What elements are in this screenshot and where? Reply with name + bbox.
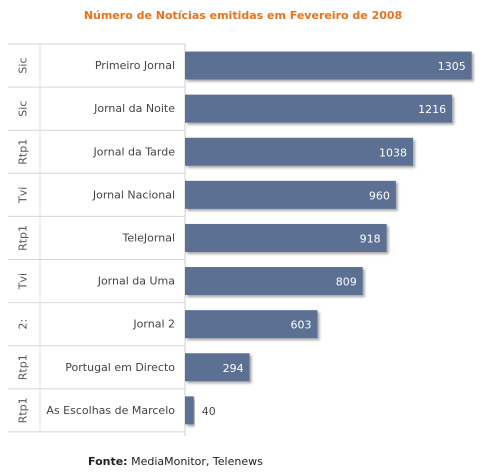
source-note: Fonte: MediaMonitor, Telenews: [88, 455, 263, 468]
source-label: Fonte:: [88, 455, 128, 468]
bar: [185, 353, 250, 382]
value-label: 809: [336, 276, 357, 289]
chart-title: Número de Notícias emitidas em Fevereiro…: [83, 9, 403, 22]
value-label: 603: [290, 319, 311, 332]
channel-label: Sic: [17, 101, 30, 117]
bar: [185, 223, 387, 252]
value-label: 918: [360, 232, 381, 245]
bar: [185, 137, 414, 166]
value-label: 1038: [379, 146, 407, 159]
program-label: Jornal 2: [132, 318, 175, 331]
channel-label: Rtp1: [17, 397, 30, 423]
bar: [185, 310, 318, 339]
channel-label: Sic: [17, 58, 30, 74]
channel-label: Rtp1: [17, 225, 30, 251]
program-label: Jornal da Noite: [93, 102, 175, 115]
value-label: 294: [223, 362, 244, 375]
value-label: 1305: [438, 60, 466, 73]
channel-label: Tvi: [17, 273, 30, 290]
program-label: Portugal em Directo: [65, 361, 175, 374]
program-label: TeleJornal: [121, 231, 175, 244]
value-label: 40: [202, 405, 216, 418]
program-label: Jornal da Tarde: [92, 145, 175, 158]
bar: [185, 180, 396, 209]
channel-label: Tvi: [17, 187, 30, 204]
program-label: Jornal da Uma: [97, 275, 175, 288]
source-value: MediaMonitor, Telenews: [131, 455, 263, 468]
bar: [185, 267, 363, 296]
program-label: Jornal Nacional: [92, 188, 175, 201]
program-label: As Escolhas de Marcelo: [46, 404, 175, 417]
channel-label: 2:: [17, 319, 30, 330]
channel-label: Rtp1: [17, 139, 30, 165]
bar: [185, 396, 194, 425]
value-label: 1216: [418, 103, 446, 116]
value-label: 960: [369, 189, 390, 202]
channel-label: Rtp1: [17, 354, 30, 380]
bar: [185, 94, 453, 123]
bar: [185, 51, 472, 80]
program-label: Primeiro Jornal: [95, 59, 175, 72]
